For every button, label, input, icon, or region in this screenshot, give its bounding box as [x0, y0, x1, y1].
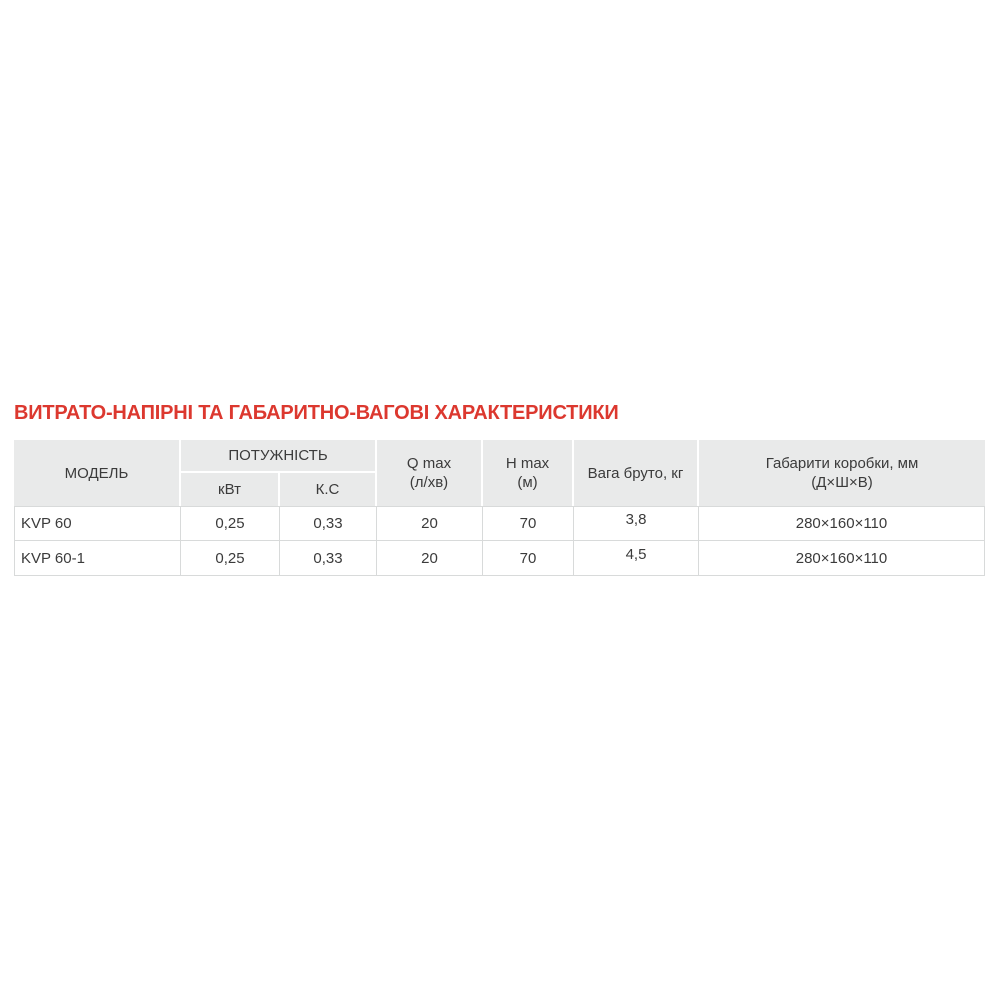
hmax-unit: (м) [517, 474, 538, 491]
cell-power-hp: 0,33 [280, 541, 377, 576]
cell-box-dimensions: 280×160×110 [699, 506, 985, 541]
gross-weight-value: 4,5 [625, 545, 647, 563]
cell-model: KVP 60-1 [14, 541, 181, 576]
table-row: KVP 60 0,25 0,33 20 70 3,8 280×160×110 [14, 506, 985, 541]
cell-power-kw: 0,25 [181, 506, 280, 541]
cell-hmax: 70 [483, 541, 574, 576]
cell-power-kw: 0,25 [181, 541, 280, 576]
qmax-label: Q max [406, 455, 452, 472]
section-title: ВИТРАТО-НАПІРНІ ТА ГАБАРИТНО-ВАГОВІ ХАРА… [14, 402, 619, 424]
cell-qmax: 20 [377, 541, 483, 576]
col-header-model: МОДЕЛЬ [14, 440, 181, 506]
gross-weight-value: 3,8 [625, 511, 647, 528]
header-row-top: МОДЕЛЬ ПОТУЖНІСТЬ Q max (л/хв) H max (м)… [14, 440, 985, 506]
cell-gross-weight: 4,5 [574, 541, 699, 576]
col-header-power-kw: кВт [181, 473, 280, 506]
col-header-power-hp: К.С [280, 473, 377, 506]
cell-box-dimensions: 280×160×110 [699, 541, 985, 576]
header-row-sub: кВт К.С [14, 473, 985, 506]
cell-power-hp: 0,33 [280, 506, 377, 541]
spec-table: МОДЕЛЬ ПОТУЖНІСТЬ Q max (л/хв) H max (м)… [14, 440, 985, 576]
col-header-gross-weight: Вага бруто, кг [574, 440, 699, 506]
spec-section: ВИТРАТО-НАПІРНІ ТА ГАБАРИТНО-ВАГОВІ ХАРА… [14, 402, 985, 576]
cell-model: KVP 60 [14, 506, 181, 541]
col-header-power-group: ПОТУЖНІСТЬ [181, 440, 377, 473]
cell-gross-weight: 3,8 [574, 506, 699, 541]
table-row: KVP 60-1 0,25 0,33 20 70 4,5 280×160×110 [14, 541, 985, 576]
qmax-unit: (л/хв) [409, 474, 449, 491]
hmax-label: H max [505, 455, 550, 472]
cell-hmax: 70 [483, 506, 574, 541]
box-dimensions-order: (Д×Ш×В) [811, 474, 873, 491]
col-header-box-dimensions: Габарити коробки, мм (Д×Ш×В) [699, 440, 985, 506]
col-header-qmax: Q max (л/хв) [377, 440, 483, 506]
col-header-hmax: H max (м) [483, 440, 574, 506]
cell-qmax: 20 [377, 506, 483, 541]
box-dimensions-label: Габарити коробки, мм [765, 455, 919, 472]
